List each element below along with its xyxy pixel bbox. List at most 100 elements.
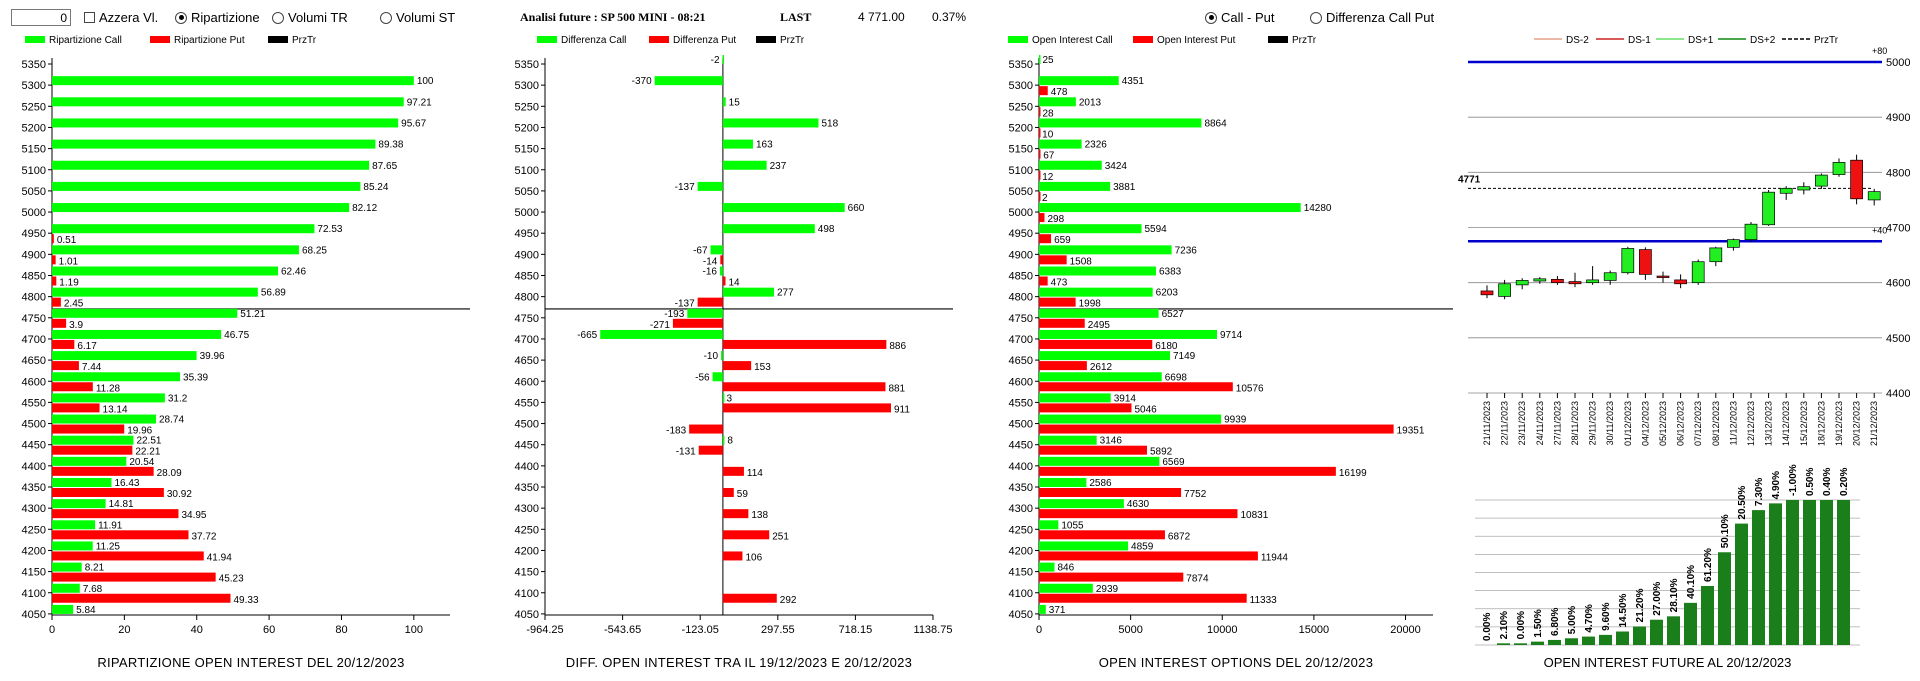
strike-tick-label: 5300 — [22, 80, 46, 92]
radio-call-put[interactable] — [1205, 11, 1217, 24]
call-value-label: 8.21 — [85, 563, 105, 574]
put-bar — [1039, 509, 1238, 519]
put-bar — [698, 445, 723, 455]
call-value-label: 35.39 — [183, 372, 208, 383]
value-spinner[interactable] — [11, 9, 71, 26]
put-value-label: 1.19 — [59, 278, 79, 289]
oi-future-label: 0.20% — [1839, 468, 1850, 496]
call-value-label: 6383 — [1159, 267, 1182, 278]
call-value-label: 68.25 — [302, 245, 327, 256]
put-bar — [1039, 234, 1052, 244]
prztr-label: 4771 — [1458, 174, 1481, 185]
oi-future-bar — [1786, 500, 1799, 645]
put-bar — [689, 424, 723, 434]
put-bar — [697, 297, 723, 307]
x-tick-label: -123.05 — [682, 624, 719, 636]
candle-body — [1498, 283, 1511, 297]
call-bar — [722, 55, 725, 64]
call-bar — [687, 308, 723, 318]
legend-swatch — [268, 36, 288, 43]
strike-tick-label: 4600 — [22, 376, 46, 388]
strike-tick-label: 4350 — [22, 482, 46, 494]
strike-tick-label: 4250 — [515, 524, 539, 536]
put-bar — [722, 488, 734, 497]
put-bar — [52, 424, 125, 434]
call-bar — [722, 139, 753, 149]
call-value-label: 20.54 — [129, 457, 154, 468]
call-value-label: -56 — [695, 372, 710, 383]
call-value-label: 9939 — [1224, 415, 1247, 426]
strike-tick-label: 5100 — [1009, 165, 1033, 177]
put-value-label: 7.44 — [82, 362, 102, 373]
oi-future-label: 28.10% — [1669, 578, 1680, 612]
azzera-checkbox[interactable] — [84, 12, 95, 23]
legend-entry: PrzTr — [292, 35, 317, 46]
strike-tick-label: 5100 — [515, 165, 539, 177]
oi-future-label: 61.20% — [1703, 548, 1714, 582]
call-bar — [1039, 55, 1041, 64]
radio-volumi-st[interactable] — [380, 11, 392, 24]
radio-volumi-tr[interactable] — [272, 11, 284, 24]
strike-tick-label: 4350 — [515, 482, 539, 494]
y-tick-label: 4900 — [1886, 112, 1910, 124]
put-bar — [52, 445, 133, 455]
strike-tick-label: 4400 — [515, 461, 539, 473]
put-value-label: 1508 — [1070, 256, 1093, 267]
strike-tick-label: 4500 — [515, 419, 539, 431]
call-bar — [52, 266, 278, 276]
radio-ripartizione[interactable] — [175, 11, 187, 24]
call-bar — [712, 372, 723, 382]
call-value-label: 11.25 — [96, 541, 121, 552]
candle-body — [1621, 248, 1635, 274]
oi-future-bar — [1616, 631, 1629, 645]
put-value-label: 659 — [1054, 235, 1071, 246]
date-tick-label: 27/11/2023 — [1552, 401, 1562, 445]
strike-tick-label: 5250 — [22, 101, 46, 113]
strike-tick-label: 4150 — [22, 567, 46, 579]
call-value-label: 28.74 — [159, 415, 184, 426]
put-bar — [52, 403, 100, 413]
put-bar — [1039, 445, 1147, 455]
call-bar — [52, 604, 74, 614]
put-value-label: 10831 — [1240, 510, 1268, 521]
put-value-label: 6180 — [1155, 341, 1178, 352]
strike-tick-label: 4400 — [22, 461, 46, 473]
candle-body — [1551, 279, 1564, 284]
strike-tick-label: 4650 — [515, 355, 539, 367]
strike-tick-label: 5200 — [1009, 122, 1033, 134]
date-tick-label: 01/12/2023 — [1623, 401, 1633, 446]
call-bar — [654, 76, 723, 86]
chart-title: DIFF. OPEN INTEREST TRA IL 19/12/2023 E … — [566, 655, 912, 670]
strike-tick-label: 4050 — [1009, 609, 1033, 621]
put-bar — [1039, 170, 1041, 180]
last-value: 4 771.00 — [858, 10, 905, 24]
put-value-label: 298 — [1047, 214, 1064, 225]
x-tick-label: 10000 — [1207, 624, 1238, 636]
date-tick-label: 05/12/2023 — [1658, 401, 1668, 446]
strike-tick-label: 5350 — [1009, 59, 1033, 71]
oi-future-bar — [1701, 585, 1714, 645]
oi-future-label: 4.90% — [1771, 471, 1782, 499]
legend-swatch — [1133, 36, 1153, 43]
radio-diff-call-put[interactable] — [1310, 11, 1322, 24]
strike-tick-label: 5200 — [22, 122, 46, 134]
strike-tick-label: 5200 — [515, 122, 539, 134]
legend-entry: Ripartizione Call — [49, 35, 122, 46]
call-bar — [1039, 520, 1059, 530]
call-bar — [1039, 478, 1087, 487]
put-bar — [1039, 213, 1045, 223]
put-bar — [722, 551, 743, 561]
put-value-label: 11333 — [1250, 595, 1278, 606]
oi-future-label: 0.50% — [1805, 468, 1816, 496]
call-value-label: 2326 — [1085, 140, 1108, 151]
candle-body — [1779, 187, 1793, 194]
candle-body — [1603, 272, 1617, 281]
analisi-label: Analisi future : SP 500 MINI - 08:21 — [520, 10, 706, 24]
put-bar — [52, 530, 189, 540]
candle-body — [1762, 191, 1775, 226]
strike-tick-label: 4600 — [515, 376, 539, 388]
call-value-label: -67 — [693, 245, 708, 256]
call-bar — [52, 181, 361, 191]
x-tick-label: 5000 — [1118, 624, 1142, 636]
chart-title: OPEN INTEREST OPTIONS DEL 20/12/2023 — [1099, 655, 1374, 670]
